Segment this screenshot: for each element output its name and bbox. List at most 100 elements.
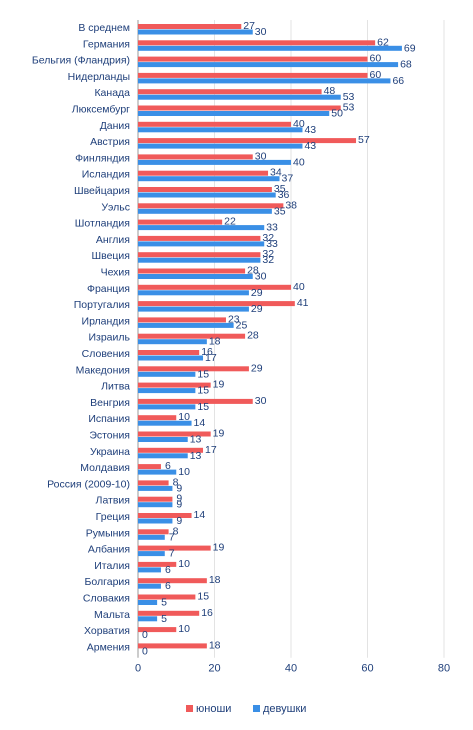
bar-girls bbox=[138, 306, 249, 312]
data-label-boys: 41 bbox=[297, 297, 309, 309]
category-label: Англия bbox=[96, 234, 130, 246]
data-label-girls: 50 bbox=[331, 108, 343, 120]
category-label: Румыния bbox=[86, 527, 130, 539]
data-label-girls: 18 bbox=[209, 336, 221, 348]
category-label: Испания bbox=[88, 413, 130, 425]
bar-girls bbox=[138, 257, 261, 263]
data-label-girls: 5 bbox=[161, 613, 167, 625]
category-label: Нидерланды bbox=[68, 71, 130, 83]
category-label: Венгрия bbox=[90, 397, 130, 409]
data-label-boys: 32 bbox=[262, 232, 274, 244]
data-label-boys: 23 bbox=[228, 313, 240, 325]
data-label-girls: 30 bbox=[255, 26, 267, 38]
data-label-girls: 5 bbox=[161, 597, 167, 609]
data-label-boys: 19 bbox=[213, 542, 225, 554]
category-label: Мальта bbox=[94, 609, 130, 621]
bar-girls bbox=[138, 583, 161, 589]
legend-label-boys: юноши bbox=[196, 703, 231, 715]
category-label: Армения bbox=[87, 641, 130, 653]
bar-girls bbox=[138, 551, 165, 557]
x-tick-label: 60 bbox=[361, 663, 373, 675]
bar-girls bbox=[138, 485, 173, 491]
bar-girls bbox=[138, 62, 399, 68]
data-label-boys: 28 bbox=[247, 265, 259, 277]
data-label-girls: 25 bbox=[236, 319, 248, 331]
category-label: Люксембург bbox=[72, 104, 130, 116]
bar-boys bbox=[138, 594, 196, 600]
bar-boys bbox=[138, 317, 226, 323]
data-label-boys: 18 bbox=[209, 639, 221, 651]
data-label-boys: 8 bbox=[173, 476, 179, 488]
data-label-girls: 53 bbox=[343, 91, 355, 103]
data-label-boys: 30 bbox=[255, 395, 267, 407]
bar-boys bbox=[138, 382, 211, 388]
bar-boys bbox=[138, 480, 169, 486]
category-label: Литва bbox=[101, 381, 130, 393]
bar-girls bbox=[138, 534, 165, 540]
bar-girls bbox=[138, 45, 402, 51]
bar-girls bbox=[138, 159, 291, 165]
category-label: Молдавия bbox=[80, 462, 130, 474]
bar-boys bbox=[138, 447, 204, 453]
category-label: Дания bbox=[100, 120, 130, 132]
data-label-boys: 30 bbox=[255, 150, 267, 162]
bar-boys bbox=[138, 301, 295, 307]
data-label-boys: 38 bbox=[285, 199, 297, 211]
bar-boys bbox=[138, 24, 242, 29]
bar-girls bbox=[138, 567, 161, 573]
data-label-boys: 48 bbox=[324, 85, 336, 97]
bar-girls bbox=[138, 127, 303, 133]
data-label-girls: 14 bbox=[194, 417, 206, 429]
bars bbox=[138, 24, 402, 649]
data-label-girls: 33 bbox=[266, 222, 278, 234]
data-label-girls: 40 bbox=[293, 156, 305, 168]
category-labels: В среднем Германия Бельгия (Фландрия) Нидер… bbox=[32, 22, 131, 653]
category-label: Франция bbox=[87, 283, 130, 295]
x-axis-ticks: 0 20 40 60 80 bbox=[135, 663, 450, 675]
data-label-boys: 60 bbox=[370, 69, 382, 81]
data-label-girls: 66 bbox=[392, 75, 404, 87]
category-label: Швейцария bbox=[74, 185, 130, 197]
data-label-girls: 33 bbox=[266, 238, 278, 250]
x-tick-label: 40 bbox=[285, 663, 297, 675]
data-label-girls: 6 bbox=[165, 564, 171, 576]
category-label: Исландия bbox=[82, 169, 130, 181]
bar-boys bbox=[138, 431, 211, 437]
data-label-boys: 16 bbox=[201, 346, 213, 358]
category-label: Россия (2009-10) bbox=[47, 478, 130, 490]
bar-boys bbox=[138, 89, 322, 95]
bar-girls bbox=[138, 78, 391, 84]
category-label: Болгария bbox=[85, 576, 130, 588]
data-label-boys: 16 bbox=[201, 607, 213, 619]
bar-boys bbox=[138, 561, 177, 567]
bar-boys bbox=[138, 545, 211, 551]
bar-girls bbox=[138, 518, 173, 524]
category-label: Швеция bbox=[92, 250, 131, 262]
bar-girls bbox=[138, 453, 188, 459]
category-label: Ирландия bbox=[82, 315, 130, 327]
data-label-girls: 17 bbox=[205, 352, 217, 364]
category-label: Израиль bbox=[88, 332, 130, 344]
category-label: Хорватия bbox=[84, 625, 130, 637]
bar-boys bbox=[138, 350, 200, 355]
data-label-boys: 18 bbox=[209, 574, 221, 586]
bar-boys bbox=[138, 529, 169, 535]
data-label-boys: 19 bbox=[213, 379, 225, 391]
bar-girls bbox=[138, 274, 253, 279]
category-label: Македония bbox=[76, 364, 130, 376]
category-label: Албания bbox=[88, 544, 130, 556]
category-label: Украина bbox=[90, 446, 130, 458]
category-label: Латвия bbox=[96, 495, 130, 507]
data-label-boys: 10 bbox=[178, 411, 190, 423]
category-label: В среднем bbox=[78, 22, 130, 34]
data-label-girls: 43 bbox=[304, 124, 316, 136]
bar-girls bbox=[138, 290, 249, 296]
data-label-girls: 0 bbox=[142, 645, 148, 657]
bar-girls bbox=[138, 143, 303, 149]
data-label-boys: 6 bbox=[165, 460, 171, 472]
data-label-girls: 43 bbox=[304, 140, 316, 152]
data-label-boys: 60 bbox=[370, 53, 382, 65]
category-label: Эстония bbox=[89, 430, 130, 442]
bar-boys bbox=[138, 333, 246, 339]
